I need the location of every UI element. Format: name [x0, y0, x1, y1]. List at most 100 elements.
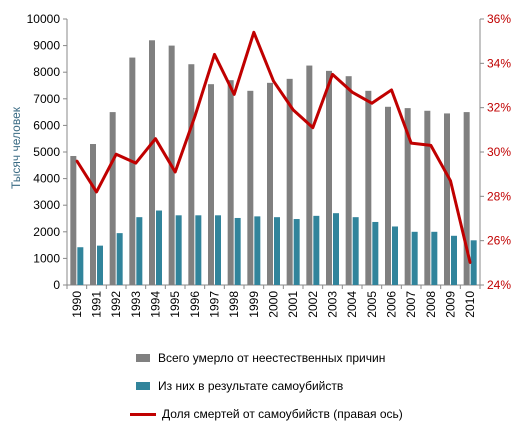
- x-tick-label: 1998: [227, 291, 241, 318]
- series-suicide-bars: [77, 210, 477, 285]
- x-tick-label: 1990: [70, 291, 84, 318]
- line-share-point: [213, 53, 216, 56]
- bar-suicide: [254, 216, 261, 285]
- y-right-tick-label: 24%: [487, 278, 511, 292]
- x-axis-ticks: 1990 1991 1992 1993 1994 1995 1996 1997 1998 1999…: [66, 285, 481, 318]
- bar-total: [306, 65, 313, 285]
- bar-suicide: [97, 245, 103, 285]
- line-share-path: [75, 30, 472, 264]
- legend-label-share: Доля смертей от самоубийств (правая ось): [162, 407, 403, 421]
- bar-total: [345, 76, 352, 285]
- x-tick-label: 1991: [90, 291, 104, 318]
- y-axis-right-ticks: 24% 26% 28% 30% 32% 34% 36%: [480, 12, 511, 292]
- x-tick-label: 2006: [385, 291, 399, 318]
- x-tick-label: 2001: [286, 291, 300, 318]
- line-share-point: [409, 141, 413, 145]
- line-share-point: [95, 190, 98, 194]
- line-share-point: [370, 102, 374, 105]
- y-right-tick-label: 26%: [487, 234, 511, 248]
- bar-suicide: [175, 215, 182, 285]
- bar-suicide: [156, 210, 162, 285]
- x-tick-label: 2004: [345, 291, 359, 318]
- x-tick-label: 2005: [365, 291, 379, 318]
- y-right-tick-label: 28%: [487, 189, 511, 203]
- x-tick-label: 1997: [208, 291, 222, 318]
- y-right-tick-label: 36%: [487, 12, 511, 26]
- bar-suicide: [293, 219, 300, 285]
- bar-total: [267, 82, 273, 285]
- line-share-point: [232, 93, 236, 96]
- line-share-point: [390, 88, 393, 92]
- legend-item-suicide: Из них в результате самоубийств: [130, 372, 500, 400]
- bar-suicide: [215, 215, 221, 285]
- line-share-point: [252, 31, 256, 34]
- line-share-point: [311, 126, 315, 129]
- y-left-tick-label: 6000: [33, 118, 60, 132]
- x-tick-label: 2003: [326, 291, 340, 318]
- line-share-point: [331, 73, 334, 76]
- y-left-tick-label: 2000: [33, 225, 60, 239]
- bar-total: [90, 144, 96, 285]
- bar-suicide: [313, 215, 320, 285]
- line-share-point: [134, 161, 138, 165]
- series-total-bars: [70, 40, 470, 286]
- bar-total: [444, 113, 450, 286]
- bar-total: [247, 90, 254, 285]
- bar-total: [404, 108, 411, 285]
- y-left-tick-label: 1000: [33, 251, 60, 265]
- y-left-tick-label: 9000: [33, 39, 60, 53]
- y-axis-left-ticks: 0 1000 2000 3000 4000 5000 6000 7000 8000 9000 100…: [27, 12, 67, 292]
- series-share-line: [75, 30, 472, 265]
- x-tick-label: 2010: [463, 291, 477, 318]
- y-right-tick-label: 32%: [487, 101, 511, 115]
- line-share-point: [193, 115, 197, 118]
- legend-label-suicide: Из них в результате самоубийств: [158, 379, 344, 393]
- bar-suicide: [274, 217, 280, 285]
- bar-total: [424, 110, 431, 286]
- y-right-tick-label: 30%: [487, 145, 511, 159]
- y-left-tick-label: 4000: [33, 172, 60, 186]
- legend-swatch-suicide: [136, 382, 150, 390]
- y-axis-label: Тысяч человек: [9, 106, 23, 189]
- axes: [66, 19, 481, 286]
- line-share-point: [291, 108, 295, 112]
- x-tick-label: 2002: [306, 291, 320, 318]
- line-share-point: [429, 144, 433, 147]
- bar-total: [208, 84, 214, 285]
- bar-suicide: [392, 226, 398, 285]
- bar-total: [227, 80, 234, 286]
- x-tick-label: 2008: [424, 291, 438, 318]
- bar-total: [149, 40, 155, 285]
- bar-total: [70, 155, 77, 285]
- x-tick-label: 1995: [168, 291, 182, 318]
- bar-total: [385, 106, 391, 285]
- y-right-tick-label: 34%: [487, 56, 511, 70]
- bar-suicide: [195, 215, 202, 285]
- line-share-point: [272, 79, 275, 83]
- x-tick-label: 1993: [129, 291, 143, 318]
- line-share-point: [154, 137, 157, 140]
- line-share-point: [173, 170, 177, 174]
- x-tick-label: 1996: [188, 291, 202, 318]
- x-tick-label: 2000: [267, 291, 281, 318]
- bar-suicide: [411, 231, 418, 285]
- legend-swatch-total: [136, 354, 150, 362]
- legend-item-total: Всего умерло от неестественных причин: [130, 344, 500, 372]
- x-tick-label: 1994: [149, 291, 163, 318]
- line-share-point: [350, 90, 354, 94]
- bar-suicide: [470, 240, 477, 285]
- line-share-point: [75, 159, 79, 163]
- bar-suicide: [116, 233, 123, 285]
- y-left-tick-label: 8000: [33, 65, 60, 79]
- bar-total: [286, 78, 293, 285]
- bar-total: [463, 112, 470, 285]
- y-left-tick-label: 5000: [33, 145, 60, 159]
- y-left-tick-label: 7000: [33, 92, 60, 106]
- bar-total: [129, 57, 136, 285]
- line-share-point: [468, 261, 472, 265]
- legend-label-total: Всего умерло от неестественных причин: [158, 351, 386, 365]
- y-left-tick-label: 10000: [27, 12, 61, 26]
- bar-total: [188, 64, 195, 285]
- y-left-tick-label: 3000: [33, 198, 60, 212]
